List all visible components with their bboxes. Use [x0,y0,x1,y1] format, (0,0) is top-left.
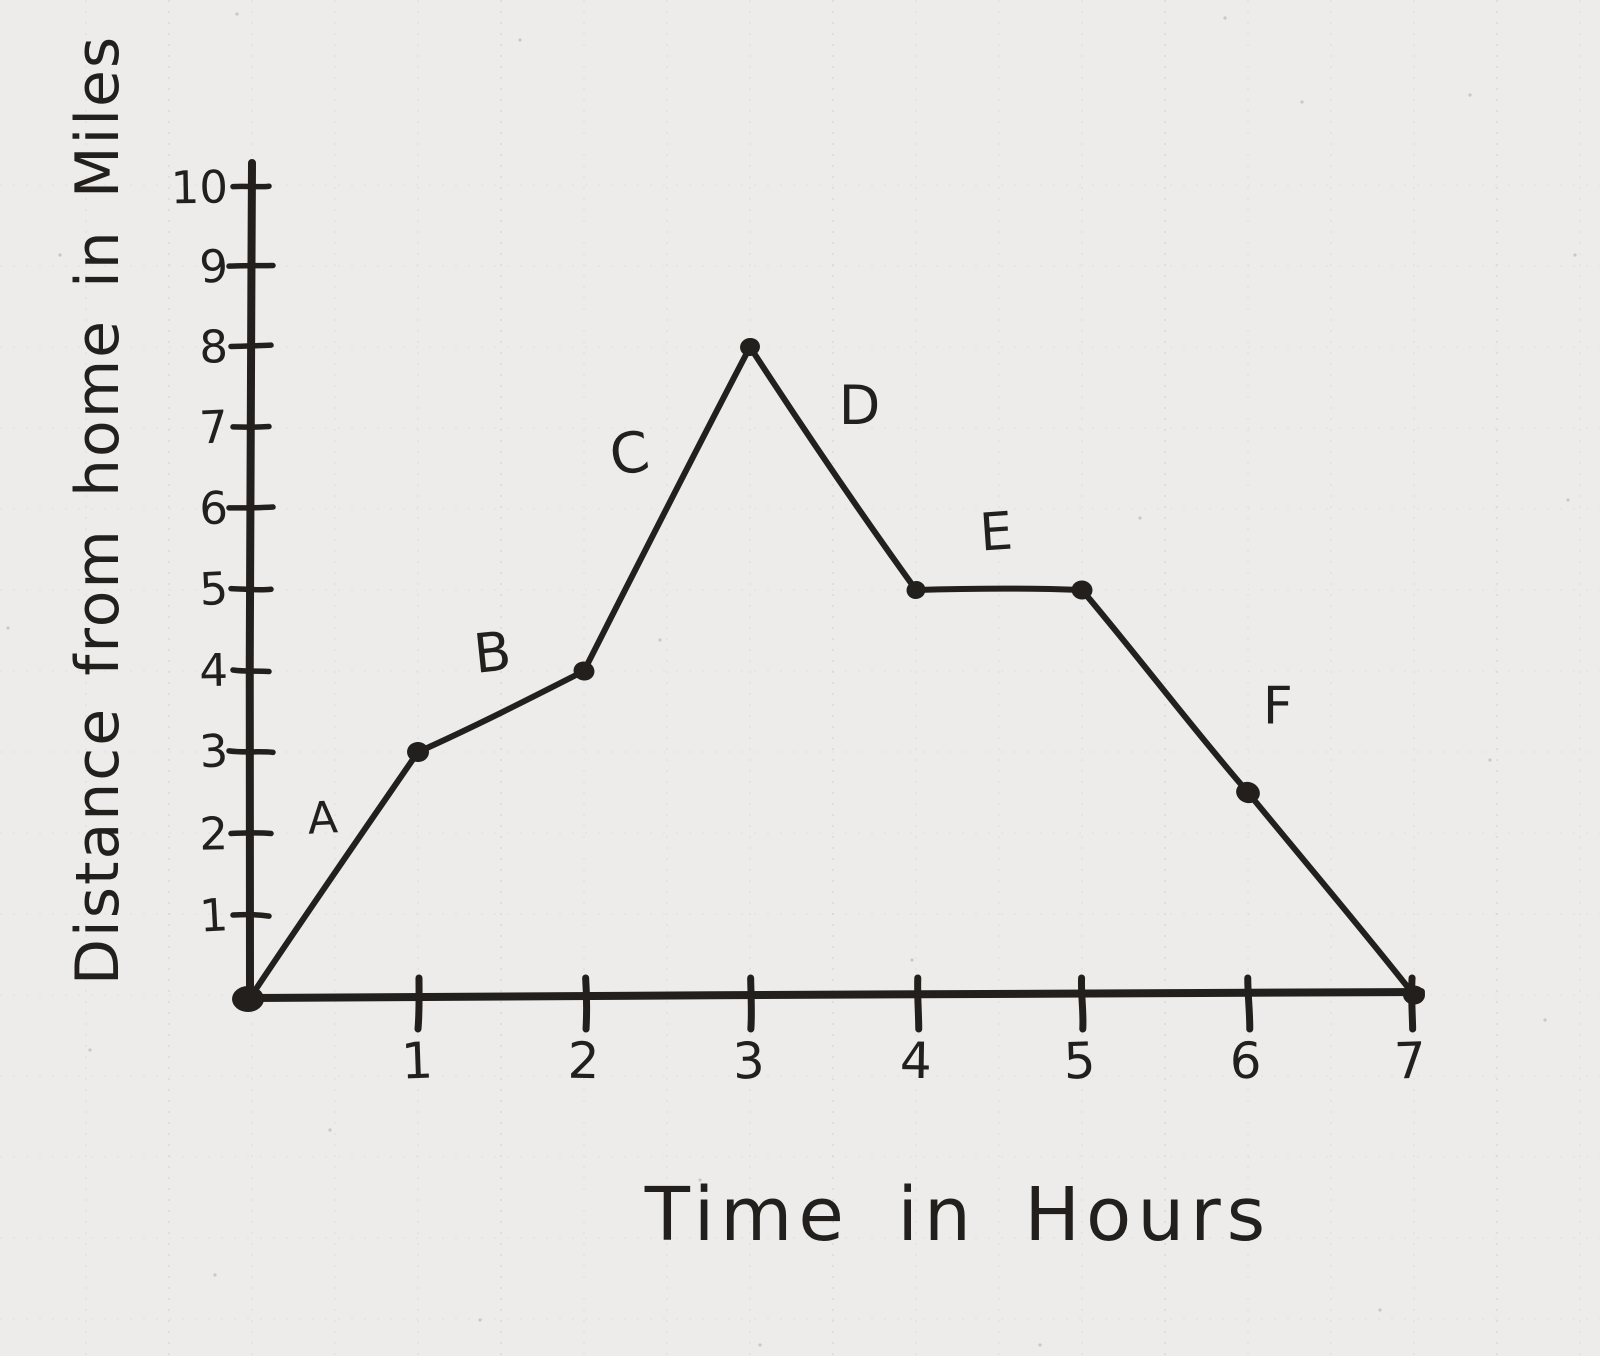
paper-speckle [1038,1343,1042,1347]
x-tick-label: 6 [1229,1032,1262,1091]
paper-speckle [518,38,522,42]
paper-speckle [1488,758,1492,762]
data-point [573,661,595,681]
y-axis-title: Distance from home in Miles [63,35,133,985]
y-tick [230,423,272,430]
x-tick-label: 4 [899,1032,932,1091]
paper-speckle [658,638,662,642]
paper-speckle [1468,93,1472,97]
y-tick [226,262,276,269]
journey-segment [581,344,753,674]
journey-segment [249,749,421,998]
y-tick-label: 3 [198,724,229,778]
paper-speckle [213,1273,217,1277]
y-tick [228,830,274,837]
segment-label: F [1263,677,1293,737]
x-tick [914,974,923,1033]
y-tick [226,748,276,756]
x-tick-label: 2 [567,1032,600,1091]
data-point [407,741,429,763]
paper-speckle [1378,1308,1382,1312]
segment-label: B [471,619,514,686]
data-point [1236,781,1260,804]
y-tick-label: 5 [198,562,229,616]
paper-speckle [1138,516,1142,520]
data-point [1071,580,1093,600]
y-tick-label: 9 [198,239,229,293]
paper-speckle [910,958,914,962]
paper-speckle [328,1128,332,1132]
journey-segment [1245,789,1417,998]
y-tick [230,183,272,190]
y-tick [230,911,272,919]
y-tick [228,585,274,593]
paper-speckle [1573,253,1577,257]
journey-line [232,337,1425,1013]
paper-speckle [698,1178,702,1182]
y-tick [228,342,274,350]
y-tick [226,504,276,511]
y-tick [230,667,272,675]
x-tick [582,974,591,1033]
y-tick-label: 6 [199,482,229,535]
segment-label: E [978,501,1015,563]
journey-segment [1079,587,1251,796]
paper-speckle [1300,100,1304,104]
journey-segment [913,585,1085,593]
journey-segment [747,344,919,593]
x-tick-label: 3 [732,1032,766,1091]
segment-label: C [606,419,654,489]
x-tick-label: 5 [1063,1032,1097,1091]
paper-speckle [1543,1018,1547,1022]
x-tick [414,974,423,1033]
x-tick [1077,974,1087,1033]
y-tick-label: 8 [199,320,229,373]
paper-speckle [6,626,10,630]
y-tick-label: 1 [198,888,229,942]
x-tick-label: 1 [400,1032,434,1091]
y-tick-label: 4 [199,644,229,697]
paper-speckle [88,1048,92,1052]
segment-labels: A B C D E F [306,374,1293,845]
y-tick-label: 2 [199,807,229,860]
x-axis-title: Time in Hours [644,1172,1271,1258]
y-tick-label: 10 [170,160,228,214]
paper-speckle [1566,498,1570,502]
x-tick-label: 7 [1393,1032,1427,1091]
journey-segment [415,668,587,755]
paper-speckle [758,1343,762,1347]
paper-speckle [478,1318,482,1322]
data-point [1403,985,1425,1005]
segment-label: D [839,374,881,437]
data-point [232,986,265,1013]
y-tick-label: 7 [198,400,229,454]
paper-speckle [235,12,239,16]
paper-speckle [58,253,62,257]
paper-speckle [1223,16,1227,20]
x-tick [1244,974,1254,1033]
segment-label: A [306,792,339,845]
y-axis-line [245,159,256,1005]
data-point [906,580,926,600]
data-point [740,337,760,357]
axes: 1 2 3 4 5 6 7 8 9 10 1 2 3 4 5 6 7 [170,159,1427,1091]
x-tick [747,974,755,1033]
